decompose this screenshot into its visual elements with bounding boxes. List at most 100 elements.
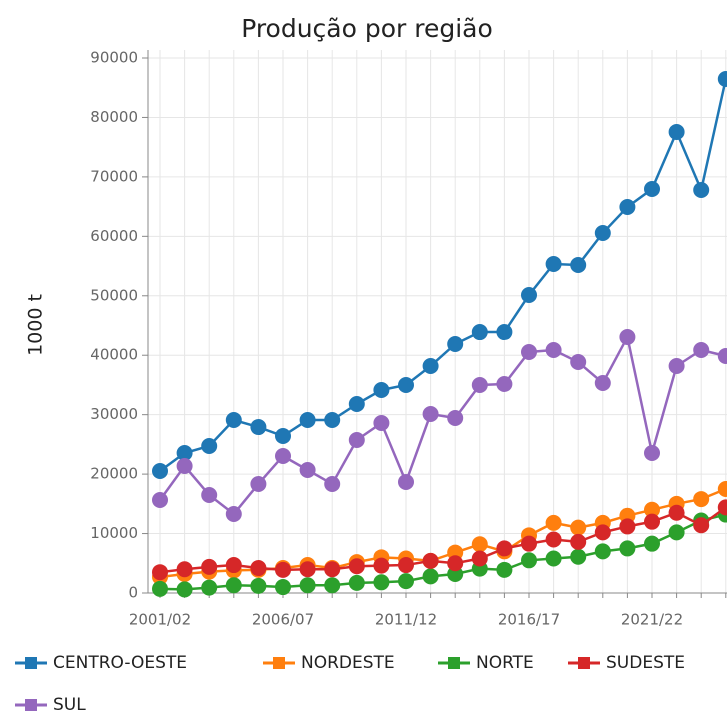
data-point (570, 548, 587, 565)
x-tick-label: 2011/12 (375, 611, 437, 629)
data-point (594, 543, 611, 560)
chart-title: Produção por região (241, 14, 493, 43)
data-point (250, 419, 267, 436)
legend-marker (448, 657, 460, 669)
data-point (471, 536, 488, 553)
data-point (422, 552, 439, 569)
data-point (668, 124, 685, 141)
data-point (398, 377, 414, 394)
data-point (644, 535, 660, 552)
data-point (668, 504, 685, 521)
y-tick-label: 60000 (90, 227, 138, 245)
x-tick-label: 2021/22 (621, 611, 683, 629)
data-point (594, 225, 611, 242)
data-point (471, 550, 488, 567)
data-point (545, 255, 562, 272)
data-point (693, 182, 710, 199)
data-point (717, 499, 727, 516)
data-point (324, 412, 341, 429)
data-point (299, 561, 316, 578)
data-point (644, 445, 660, 462)
data-point (275, 561, 291, 578)
data-point (521, 287, 537, 304)
grid: 0 10000 20000 30000 40000 50000 60000 70000 8000… (90, 49, 727, 629)
data-point (201, 579, 218, 596)
data-point (619, 518, 636, 535)
data-point (521, 344, 537, 361)
data-point (152, 463, 168, 480)
series-line (159, 506, 727, 574)
legend-marker (25, 657, 37, 669)
series-line (158, 333, 727, 516)
y-tick-label: 70000 (90, 167, 138, 185)
data-point (644, 513, 660, 530)
data-point (225, 577, 242, 594)
data-point (447, 409, 464, 426)
data-point (471, 377, 488, 394)
data-point (152, 491, 168, 508)
data-point (176, 458, 193, 475)
legend-label: SUDESTE (606, 653, 685, 673)
data-point (496, 540, 513, 557)
legend-label: NORTE (476, 653, 534, 673)
data-point (619, 540, 636, 557)
data-point (668, 524, 685, 541)
y-tick-label: 40000 (90, 346, 138, 364)
series-line (159, 78, 727, 473)
y-tick-label: 90000 (90, 49, 138, 67)
data-point (717, 70, 727, 87)
data-point (373, 414, 390, 431)
data-point (324, 577, 341, 594)
data-point (422, 406, 439, 423)
data-point (152, 580, 168, 597)
data-point (225, 412, 242, 429)
data-point (422, 568, 439, 585)
data-point (225, 505, 242, 522)
data-point (545, 341, 562, 358)
data-point (693, 517, 710, 534)
data-point (373, 381, 390, 398)
data-point (471, 324, 488, 341)
data-point (398, 557, 414, 574)
data-point (176, 445, 193, 462)
data-point (693, 341, 710, 358)
data-point (619, 199, 636, 216)
data-point (570, 519, 587, 536)
data-point (521, 535, 537, 552)
data-point (398, 474, 414, 491)
data-point (422, 357, 439, 374)
data-point (250, 577, 267, 594)
data-point (447, 555, 464, 572)
data-point (201, 437, 218, 454)
y-axis-label: 1000 t (25, 294, 47, 356)
legend-marker (578, 657, 590, 669)
data-point (545, 514, 562, 531)
data-point (275, 447, 291, 464)
legend-marker (273, 657, 285, 669)
data-point (299, 462, 316, 479)
data-point (373, 557, 390, 574)
data-point (324, 475, 341, 492)
data-point (717, 480, 727, 497)
data-point (152, 564, 168, 581)
data-point (348, 431, 365, 448)
y-tick-label: 20000 (90, 465, 138, 483)
x-tick-label: 2006/07 (252, 611, 314, 629)
legend-label: NORDESTE (301, 653, 395, 673)
data-point (545, 550, 562, 567)
data-point (644, 181, 660, 198)
data-point (594, 374, 611, 391)
data-point (299, 412, 316, 429)
data-point (348, 396, 365, 413)
data-point (250, 475, 267, 492)
y-tick-label: 10000 (90, 524, 138, 542)
data-point (619, 328, 636, 345)
data-point (668, 357, 685, 374)
y-tick-label: 30000 (90, 405, 138, 423)
data-point (545, 531, 562, 548)
data-point (570, 353, 587, 370)
plot-area (152, 70, 727, 598)
data-point (250, 560, 267, 577)
data-point (176, 561, 193, 578)
legend-label: SUL (53, 695, 86, 715)
